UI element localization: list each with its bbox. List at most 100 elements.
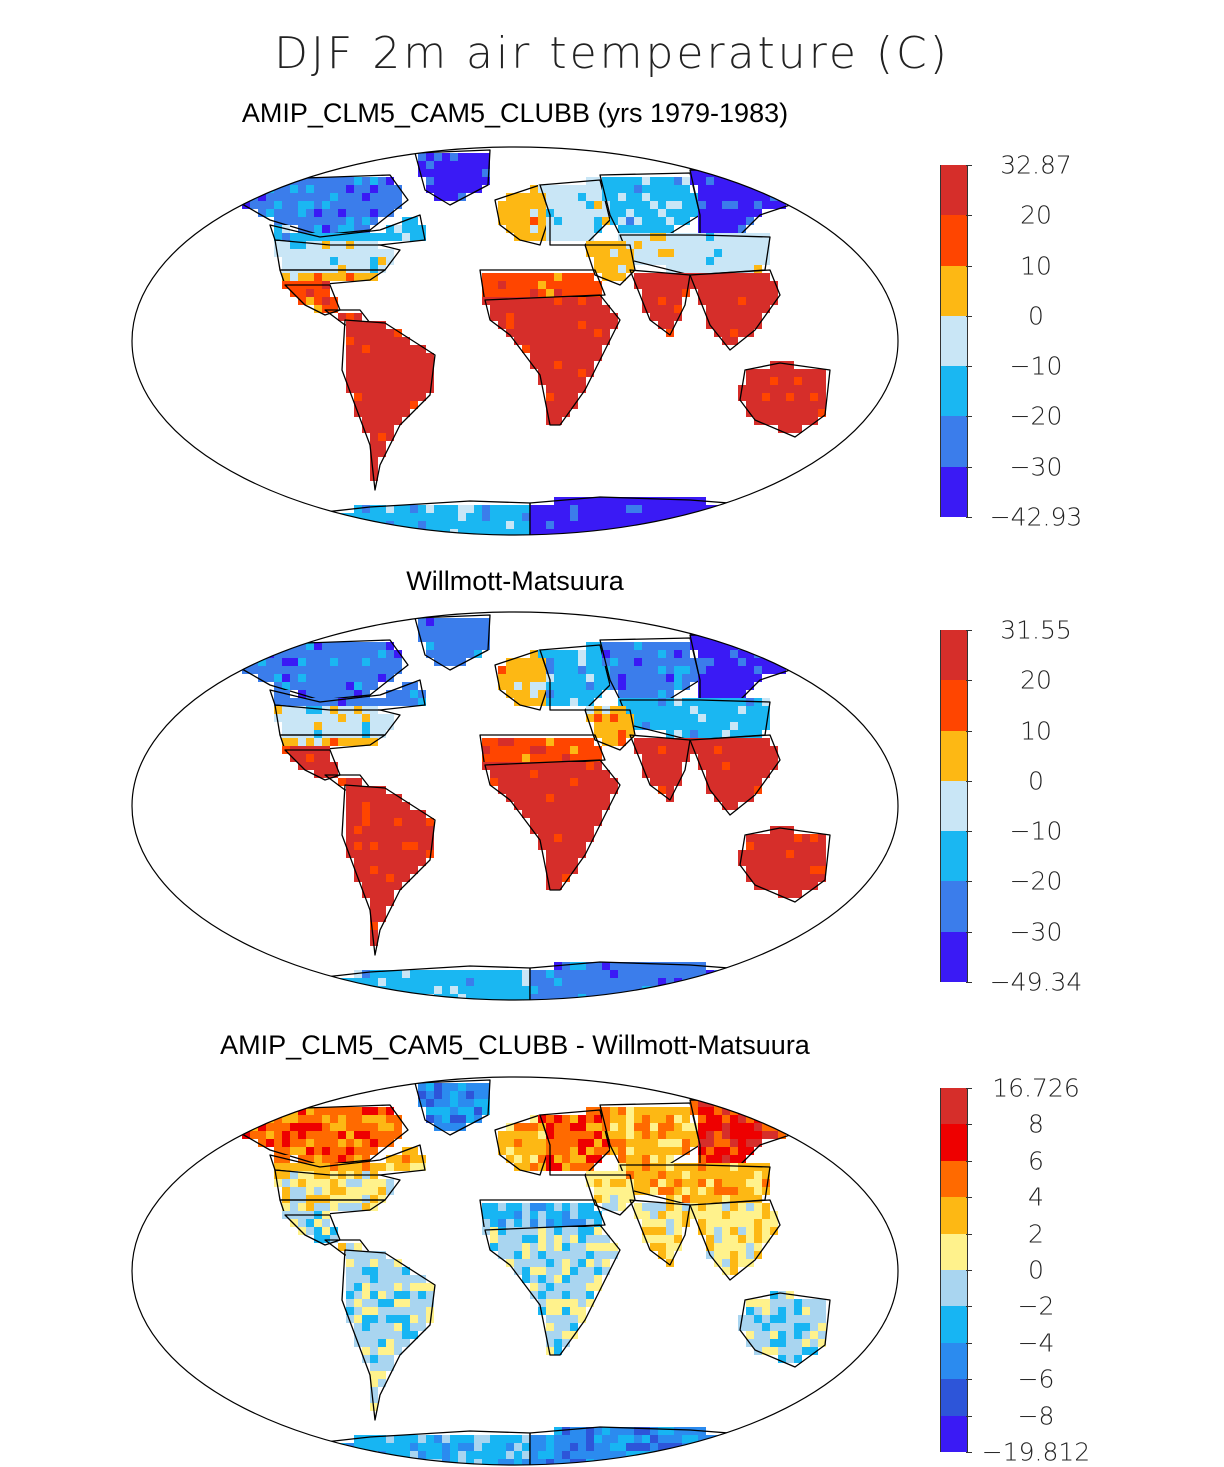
colorbar-swatch [940,215,968,267]
coastline-africa [484,1224,621,1356]
region-southeast-asia [690,273,778,345]
colorbar-tick [966,831,972,833]
coastline-africa [484,759,621,891]
region-north-africa [482,1203,602,1235]
coastline-greenland [414,149,491,206]
colorbar-swatch [940,831,968,882]
coastline-india [629,734,691,801]
colorbar-label: 32.87 [1000,150,1072,180]
coastline-india [629,1199,691,1266]
region-south-america [346,321,434,481]
colorbar-swatch [940,1379,968,1417]
colorbar-label: −20 [1009,866,1063,896]
region-africa [482,1227,618,1355]
coastline-africa [484,294,621,426]
colorbar-tick [966,630,972,631]
region-usa-north [274,706,394,738]
colorbar-tick [966,680,972,682]
colorbar-label: 16.726 [992,1073,1080,1103]
region-greenland [418,1083,490,1131]
coastline-north-africa [479,269,606,304]
panel-title-diff: AMIP_CLM5_CAM5_CLUBB - Willmott-Matsuura [220,1030,810,1060]
colorbar-swatch [940,1342,968,1380]
colorbar-swatch [940,1306,968,1344]
colorbar-label: −2 [1017,1291,1055,1321]
region-usa-south [282,1203,378,1211]
region-south-america [346,786,434,946]
colorbar-label: −19.812 [981,1437,1091,1467]
region-antarctica-west [282,970,530,1000]
colorbar-swatch [940,1197,968,1235]
map-model [131,146,899,536]
colorbar-swatch [940,1270,968,1307]
region-north-africa [482,273,602,305]
region-canada [274,682,426,706]
coastline-north-africa [479,734,606,769]
map-border [131,146,899,536]
land-cells [234,1079,831,1465]
colorbar-label: −42.93 [989,502,1083,532]
region-central-asia [618,1163,770,1203]
region-africa [482,762,618,890]
colorbar-swatch [940,881,968,933]
colorbar-swatch [940,780,968,832]
colorbar-tick [966,1233,972,1235]
coastline-mexico [284,749,341,781]
coastline-north-africa [479,1199,606,1234]
region-antarctica-east [530,962,778,1000]
colorbar-label: −10 [1009,351,1063,381]
colorbar-swatch [940,466,968,518]
region-south-america [346,1251,434,1411]
colorbar-label: 0 [1028,1255,1044,1285]
colorbar-swatch [940,416,968,468]
region-greenland [418,618,490,666]
colorbar-swatch [940,315,968,367]
region-antarctica-east [530,497,778,535]
colorbar-tick [966,1088,972,1089]
region-australia [738,1291,826,1363]
region-usa-south [282,738,378,746]
colorbar-obs: 31.55 20 10 0 −10 −20 −30 −49.34 [940,616,1100,997]
colorbar-label: 10 [1020,716,1052,746]
region-usa-north [274,241,394,273]
coastline-australia [739,362,831,438]
colorbar-swatch [940,1160,968,1198]
colorbar-label: −10 [1009,816,1063,846]
region-usa-north [274,1171,394,1203]
colorbar-label: 20 [1020,665,1052,695]
colorbar-label: −49.34 [989,967,1083,997]
colorbar-label: −30 [1009,917,1063,947]
coastline-south-america [341,784,436,956]
colorbar-tick [966,1306,972,1308]
colorbar-tick [966,1415,972,1417]
colorbar-label: −6 [1017,1364,1055,1394]
coastline-india [629,269,691,336]
colorbar-tick [966,730,972,732]
region-africa [482,297,618,425]
region-antarctica-west [282,1435,530,1465]
coastline-mexico [284,1214,341,1246]
region-southeast-asia [690,738,778,810]
colorbar-swatch [940,366,968,417]
region-antarctica-west [282,505,530,535]
region-europe-east [538,642,610,706]
colorbar-tick [966,931,972,933]
region-central-america [338,1243,362,1251]
region-australia [738,361,826,433]
colorbar-label: −8 [1017,1401,1055,1431]
colorbar-label: 20 [1020,200,1052,230]
region-central-america [338,778,362,786]
region-siberia-east [690,169,810,233]
colorbar-tick [966,466,972,468]
colorbar-label: −4 [1017,1328,1055,1358]
region-europe-west [498,1115,546,1171]
region-europe-west [498,650,546,706]
colorbar-swatch [940,630,968,681]
region-central-asia [618,698,770,738]
colorbar-label: 2 [1028,1219,1044,1249]
colorbar-label: 0 [1028,766,1044,796]
colorbar-tick [966,1197,972,1199]
land-cells [234,149,831,535]
region-arctic-canada [234,1107,402,1163]
colorbar-swatch [940,931,968,983]
